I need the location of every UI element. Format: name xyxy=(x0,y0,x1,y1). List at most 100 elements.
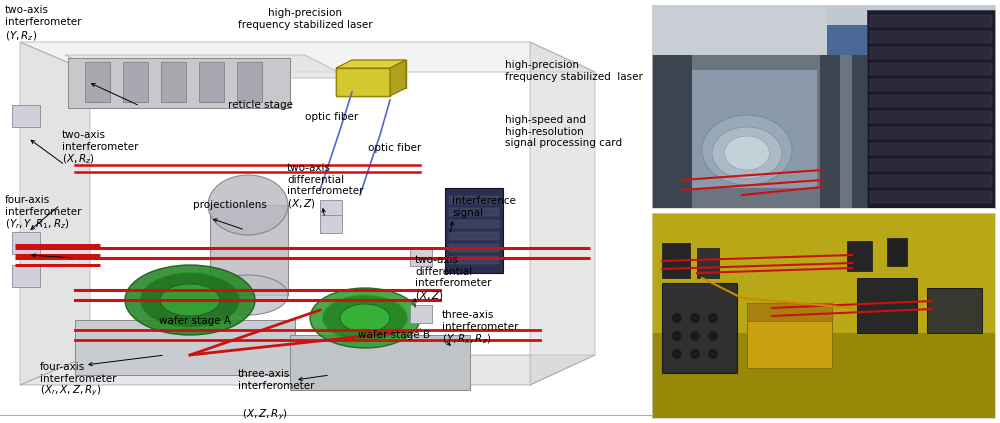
Bar xyxy=(870,79,992,91)
Bar xyxy=(870,95,992,107)
Ellipse shape xyxy=(712,127,782,179)
Bar xyxy=(867,10,995,208)
Bar xyxy=(870,175,992,187)
Bar xyxy=(847,241,872,271)
Bar xyxy=(927,288,982,333)
Text: optic fiber: optic fiber xyxy=(305,112,358,122)
Bar xyxy=(12,105,40,127)
Bar xyxy=(870,63,992,75)
Circle shape xyxy=(672,349,682,359)
Polygon shape xyxy=(20,42,595,72)
Polygon shape xyxy=(290,335,470,390)
Bar xyxy=(449,232,499,240)
Bar xyxy=(747,303,832,368)
Bar xyxy=(747,303,832,321)
Text: high-precision
frequency stabilized  laser: high-precision frequency stabilized lase… xyxy=(505,60,643,82)
Text: wafer stage A: wafer stage A xyxy=(159,316,231,326)
Bar xyxy=(445,188,503,273)
Polygon shape xyxy=(336,60,406,68)
Circle shape xyxy=(690,349,700,359)
Bar xyxy=(652,333,995,418)
Bar xyxy=(652,213,995,418)
Bar xyxy=(870,127,992,139)
Bar xyxy=(652,5,995,60)
Bar xyxy=(449,244,499,252)
Text: wafer stage B: wafer stage B xyxy=(358,330,430,340)
Ellipse shape xyxy=(310,288,420,348)
Bar xyxy=(0,0,648,423)
Bar xyxy=(852,55,872,208)
Text: projectionlens: projectionlens xyxy=(193,200,267,210)
Bar xyxy=(161,62,186,102)
Text: two-axis
interferometer: two-axis interferometer xyxy=(5,5,82,27)
Bar xyxy=(652,213,995,418)
Text: $(X, R_z)$: $(X, R_z)$ xyxy=(62,152,95,165)
Bar xyxy=(410,305,432,323)
Bar xyxy=(652,208,995,213)
Text: $(Y_r, Y, R_1, R_z)$: $(Y_r, Y, R_1, R_z)$ xyxy=(5,217,70,231)
Ellipse shape xyxy=(140,272,240,327)
Bar xyxy=(827,5,995,25)
Bar xyxy=(662,243,690,278)
Circle shape xyxy=(708,331,718,341)
Bar xyxy=(12,232,40,254)
Bar xyxy=(237,62,262,102)
Bar xyxy=(652,5,995,208)
Bar xyxy=(672,70,817,188)
Text: four-axis
interferometer: four-axis interferometer xyxy=(5,195,82,217)
Text: reticle stage: reticle stage xyxy=(228,100,293,110)
Polygon shape xyxy=(75,320,295,375)
Text: $(X, Z)$: $(X, Z)$ xyxy=(415,289,444,302)
Text: two-axis
differential
interferometer: two-axis differential interferometer xyxy=(415,255,492,288)
Bar xyxy=(827,5,995,117)
Bar xyxy=(320,215,342,233)
Text: optic fiber: optic fiber xyxy=(368,143,421,153)
Bar xyxy=(352,60,406,88)
Bar xyxy=(652,55,672,208)
Bar xyxy=(870,15,992,27)
Bar xyxy=(652,5,995,208)
Bar xyxy=(449,208,499,216)
Text: $(Y, R_x, R_z)$: $(Y, R_x, R_z)$ xyxy=(442,332,491,346)
Ellipse shape xyxy=(160,284,220,316)
Bar xyxy=(449,220,499,228)
Circle shape xyxy=(708,349,718,359)
Bar xyxy=(449,256,499,264)
Bar xyxy=(320,200,342,218)
Bar xyxy=(870,47,992,59)
Ellipse shape xyxy=(125,265,255,335)
Bar xyxy=(870,159,992,171)
Ellipse shape xyxy=(322,295,408,341)
Polygon shape xyxy=(336,68,390,96)
Text: four-axis
interferometer: four-axis interferometer xyxy=(40,362,116,384)
Circle shape xyxy=(672,331,682,341)
Bar xyxy=(68,58,290,108)
Bar xyxy=(449,196,499,204)
Polygon shape xyxy=(20,42,90,385)
Bar xyxy=(199,62,224,102)
Polygon shape xyxy=(20,355,595,385)
Circle shape xyxy=(708,313,718,323)
Ellipse shape xyxy=(702,115,792,185)
Bar xyxy=(85,62,110,102)
Circle shape xyxy=(690,331,700,341)
Text: $(X, Z, R_y)$: $(X, Z, R_y)$ xyxy=(242,408,288,423)
Bar xyxy=(870,191,992,203)
Text: two-axis
differential
interferometer: two-axis differential interferometer xyxy=(287,163,364,196)
Bar xyxy=(870,143,992,155)
Bar xyxy=(820,55,840,208)
Bar xyxy=(662,283,737,373)
Text: two-axis
interferometer: two-axis interferometer xyxy=(62,130,138,151)
Circle shape xyxy=(672,313,682,323)
Ellipse shape xyxy=(208,175,288,235)
Ellipse shape xyxy=(724,136,770,170)
Bar xyxy=(410,248,432,266)
Text: high-precision
frequency stabilized laser: high-precision frequency stabilized lase… xyxy=(238,8,372,30)
Text: three-axis
interferometer: three-axis interferometer xyxy=(238,369,314,390)
Bar xyxy=(870,31,992,43)
Circle shape xyxy=(690,313,700,323)
Bar xyxy=(857,278,917,333)
Text: $(X, Z)$: $(X, Z)$ xyxy=(287,197,316,210)
Bar xyxy=(12,265,40,287)
Polygon shape xyxy=(65,55,350,78)
